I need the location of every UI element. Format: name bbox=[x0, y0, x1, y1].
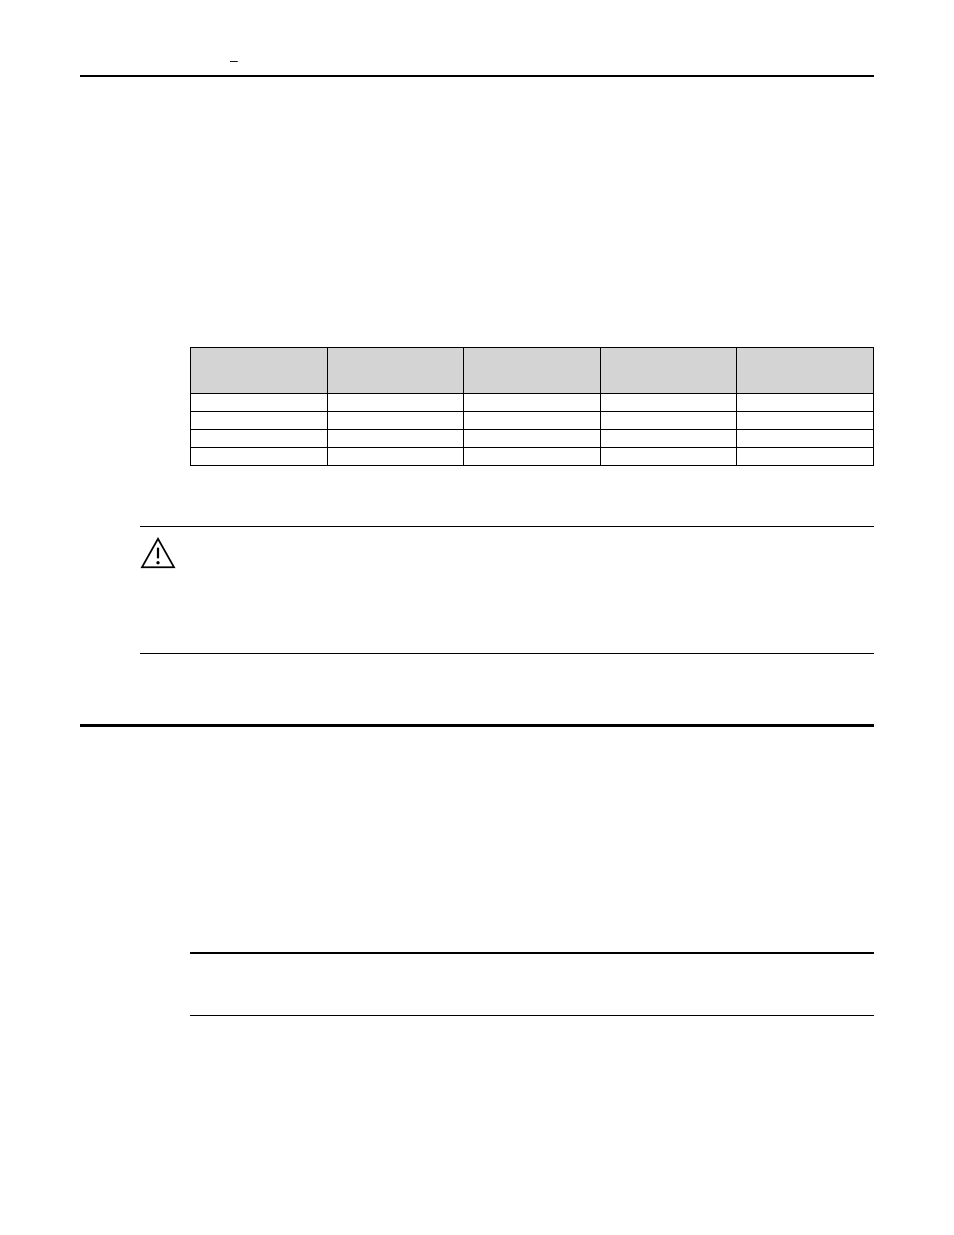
table-cell bbox=[464, 430, 601, 448]
table-row bbox=[191, 412, 874, 430]
table-cell bbox=[327, 430, 464, 448]
table-cell bbox=[327, 412, 464, 430]
table-row bbox=[191, 448, 874, 466]
flow-text-block bbox=[190, 727, 874, 917]
intro-text-block bbox=[190, 117, 874, 347]
table-cell bbox=[600, 430, 737, 448]
table-cell bbox=[191, 430, 328, 448]
table-cell bbox=[464, 412, 601, 430]
table-header-row bbox=[191, 348, 874, 394]
table-cell bbox=[191, 394, 328, 412]
table-cell bbox=[600, 448, 737, 466]
header-dash: – bbox=[230, 52, 238, 68]
table-row bbox=[191, 394, 874, 412]
table-cell bbox=[464, 448, 601, 466]
table-cell bbox=[327, 448, 464, 466]
table-cell bbox=[737, 394, 874, 412]
spec-table bbox=[190, 347, 874, 466]
flow-header-row bbox=[190, 927, 874, 953]
table-cell bbox=[191, 412, 328, 430]
page-content bbox=[80, 77, 874, 1016]
flow-table bbox=[190, 927, 874, 1016]
caution-block bbox=[140, 526, 874, 654]
flow-header-cell bbox=[340, 927, 874, 953]
table-header-cell bbox=[464, 348, 601, 394]
table-cell bbox=[327, 394, 464, 412]
table-cell bbox=[737, 430, 874, 448]
table-header-cell bbox=[737, 348, 874, 394]
table-header-cell bbox=[327, 348, 464, 394]
table-row bbox=[191, 430, 874, 448]
flow-row bbox=[190, 953, 874, 1015]
caution-icon bbox=[140, 537, 176, 569]
table-cell bbox=[600, 394, 737, 412]
flow-cell bbox=[340, 953, 874, 1015]
table-cell bbox=[191, 448, 328, 466]
table-header-cell bbox=[600, 348, 737, 394]
table-cell bbox=[737, 448, 874, 466]
table-cell bbox=[737, 412, 874, 430]
table-header-cell bbox=[191, 348, 328, 394]
flow-cell bbox=[190, 953, 340, 1015]
flow-header-cell bbox=[190, 927, 340, 953]
page-header: – bbox=[80, 55, 874, 77]
table-cell bbox=[600, 412, 737, 430]
table-cell bbox=[464, 394, 601, 412]
